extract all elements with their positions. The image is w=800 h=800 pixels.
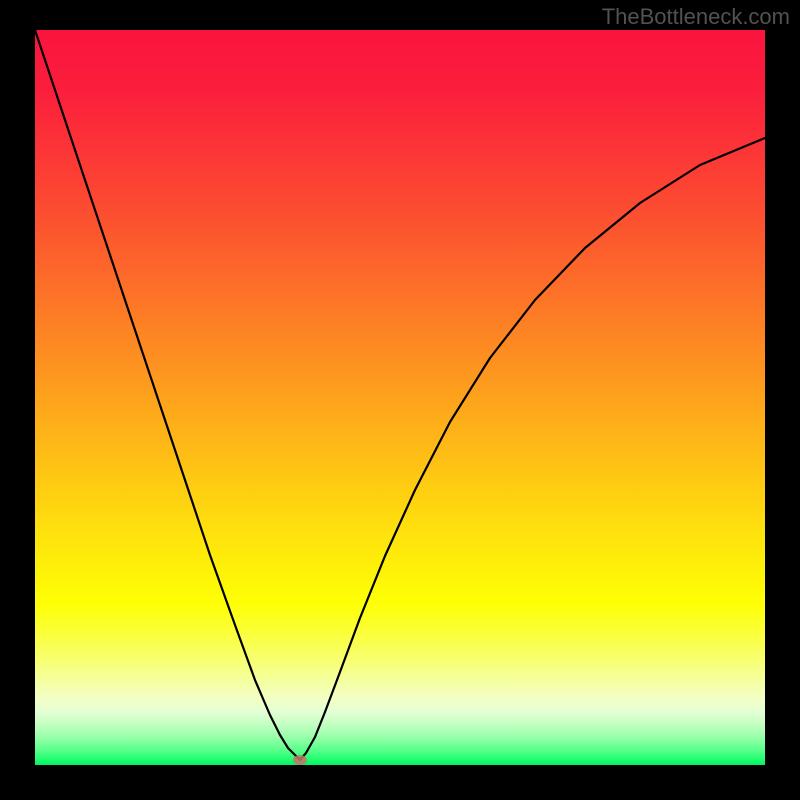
watermark-text: TheBottleneck.com (602, 4, 790, 30)
bottleneck-curve-chart (0, 0, 800, 800)
chart-container: TheBottleneck.com (0, 0, 800, 800)
optimum-marker (293, 755, 307, 765)
plot-area-gradient (35, 30, 765, 765)
